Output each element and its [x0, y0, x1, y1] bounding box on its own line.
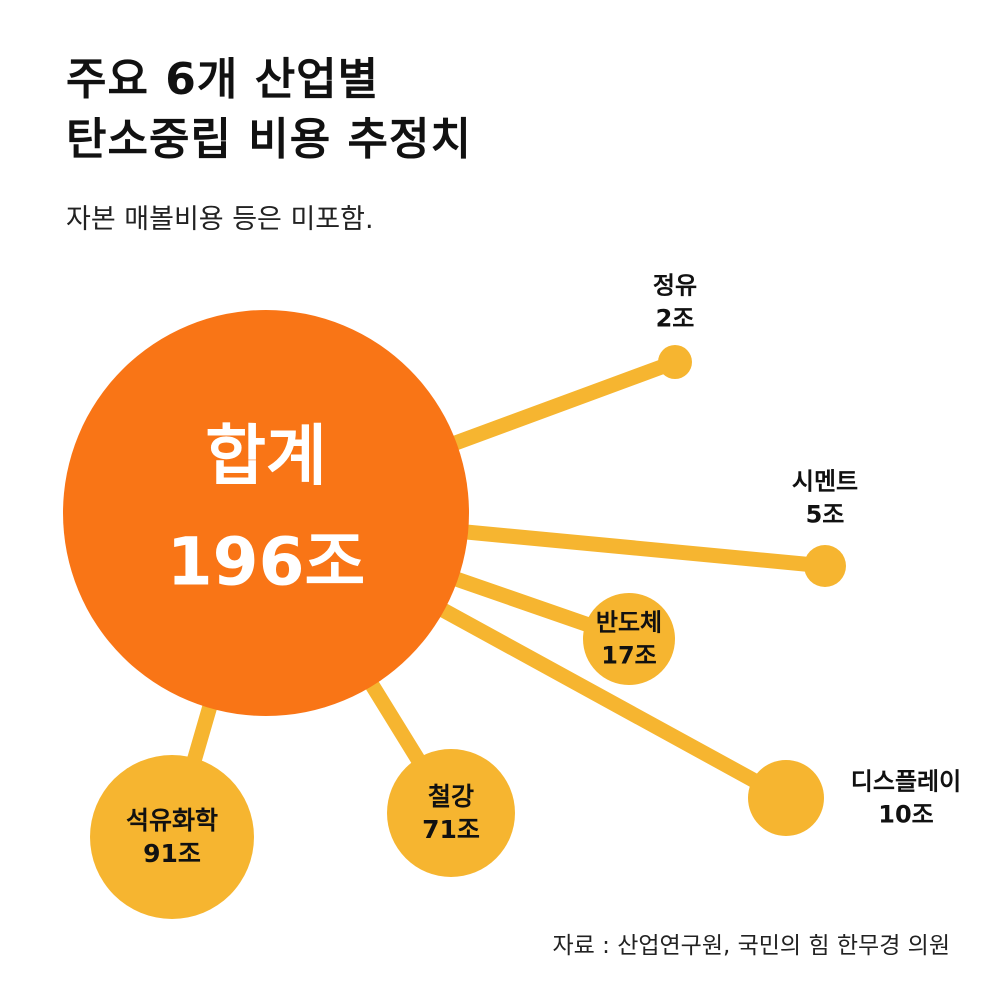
item-label-1-value: 91조: [143, 839, 201, 868]
title-line-2: 탄소중립 비용 추정치: [66, 114, 472, 165]
item-label-3-name: 반도체: [596, 609, 662, 637]
item-label-6-value: 2조: [656, 305, 695, 333]
item-label-6-name: 정유: [653, 272, 697, 300]
item-label-4-name: 디스플레이: [851, 768, 961, 796]
page-title: 주요 6개 산업별 탄소중립 비용 추정치: [66, 50, 472, 170]
title-line-1: 주요 6개 산업별: [66, 54, 380, 105]
subtitle: 자본 매볼비용 등은 미포함.: [66, 204, 374, 235]
item-label-5-value: 5조: [806, 501, 845, 529]
source-note: 자료 : 산업연구원, 국민의 힘 한무경 의원: [552, 933, 951, 959]
item-bubbles: [90, 345, 846, 919]
item-bubble-5: [804, 545, 846, 587]
item-bubble-2: [387, 749, 515, 877]
item-label-3-value: 17조: [601, 642, 656, 670]
total-label-value: 196조: [167, 524, 366, 601]
item-label-2-value: 71조: [422, 815, 480, 844]
item-bubble-4: [748, 760, 824, 836]
total-bubble: [63, 310, 469, 716]
item-bubble-1: [90, 755, 254, 919]
item-label-1-name: 석유화학: [126, 806, 218, 835]
total-label-name: 합계: [205, 418, 326, 495]
item-bubble-6: [658, 345, 692, 379]
item-label-4-value: 10조: [878, 801, 933, 829]
item-label-2-name: 철강: [428, 782, 474, 811]
item-label-5-name: 시멘트: [792, 468, 858, 496]
item-bubble-3: [583, 593, 675, 685]
